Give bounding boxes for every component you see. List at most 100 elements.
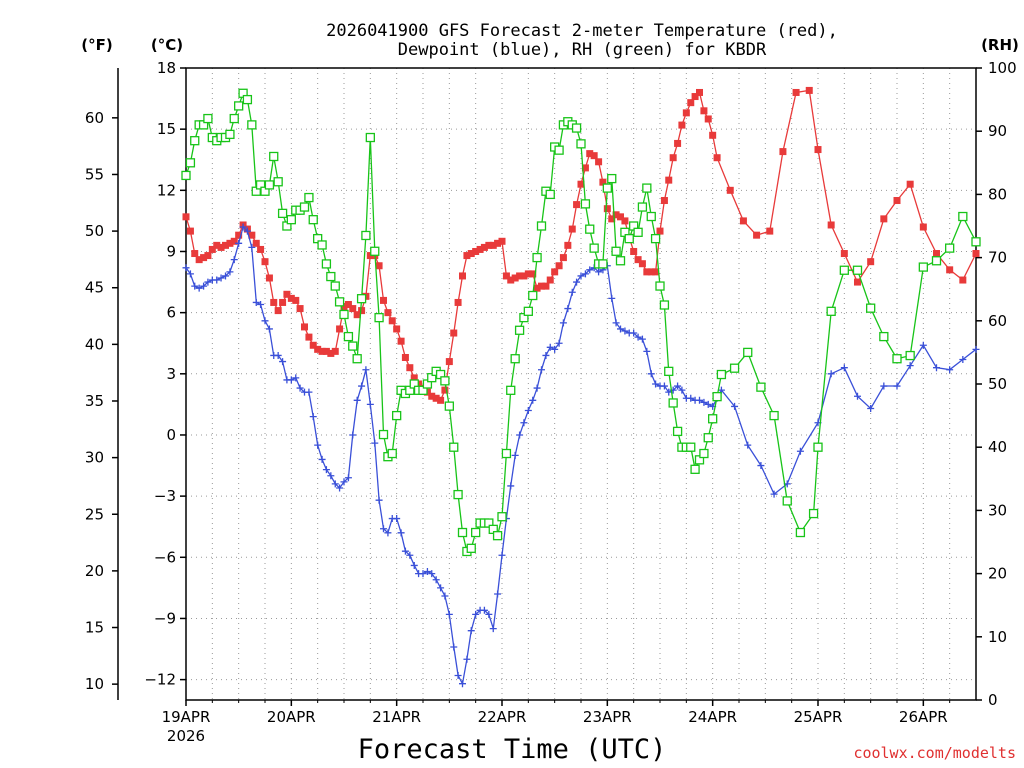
data-point xyxy=(437,396,445,404)
data-point xyxy=(792,88,800,96)
data-point xyxy=(502,272,510,280)
data-point xyxy=(309,413,317,421)
x-tick-label: 22APR xyxy=(478,708,527,726)
data-point xyxy=(494,239,502,247)
data-point xyxy=(489,625,497,633)
y-tick-label-fahrenheit: 60 xyxy=(85,109,104,127)
data-point xyxy=(769,410,779,421)
data-point xyxy=(551,268,559,276)
y-tick-label-rh: 80 xyxy=(988,185,1007,203)
data-point xyxy=(559,319,567,327)
data-point xyxy=(336,325,344,333)
data-point xyxy=(331,480,339,488)
data-point xyxy=(401,353,409,361)
data-point xyxy=(365,132,375,143)
data-point xyxy=(190,136,200,146)
data-point xyxy=(440,376,450,386)
data-point xyxy=(796,447,804,455)
data-point xyxy=(393,515,401,523)
data-point xyxy=(410,561,418,569)
data-point xyxy=(401,547,409,555)
data-point xyxy=(449,442,459,452)
data-point xyxy=(630,247,638,255)
data-point xyxy=(327,472,335,480)
data-point xyxy=(696,88,703,96)
data-point xyxy=(457,527,468,538)
data-point xyxy=(463,252,471,260)
data-point xyxy=(568,288,576,296)
data-point xyxy=(770,490,778,498)
data-point xyxy=(739,217,747,225)
data-point xyxy=(564,305,572,313)
y-tick-label-rh: 90 xyxy=(988,122,1007,140)
data-point xyxy=(573,201,581,209)
data-point xyxy=(647,370,655,378)
y-tick-label-celsius: 18 xyxy=(157,59,176,77)
data-point xyxy=(274,307,282,315)
data-point xyxy=(261,317,269,325)
celsius-unit-label: (°C) xyxy=(151,36,183,54)
data-point xyxy=(432,394,440,402)
data-point xyxy=(906,180,914,188)
data-point xyxy=(577,272,585,280)
y-tick-label-fahrenheit: 25 xyxy=(85,505,104,523)
data-point xyxy=(617,213,624,221)
data-point xyxy=(634,256,642,264)
data-point xyxy=(274,351,282,359)
data-point xyxy=(918,262,928,272)
y-tick-label-rh: 100 xyxy=(988,59,1017,77)
y-tick-label-fahrenheit: 35 xyxy=(85,392,104,410)
series-line xyxy=(185,225,977,686)
data-point xyxy=(795,527,806,538)
data-point xyxy=(931,256,942,266)
data-point xyxy=(299,202,310,212)
data-point xyxy=(454,298,462,306)
chart-title-line1: 2026041900 GFS Forecast 2-meter Temperat… xyxy=(326,21,838,41)
data-point xyxy=(292,296,300,304)
data-point xyxy=(507,482,515,490)
data-point xyxy=(230,256,238,264)
data-point xyxy=(880,382,888,390)
data-point xyxy=(533,284,541,292)
data-point xyxy=(533,384,541,392)
data-point xyxy=(191,250,199,258)
data-point xyxy=(410,374,418,382)
data-point xyxy=(243,227,251,235)
data-point xyxy=(334,297,345,307)
y-tick-label-fahrenheit: 15 xyxy=(85,619,104,637)
data-point xyxy=(813,442,823,452)
series-line xyxy=(185,91,977,553)
y-tick-label-celsius: 6 xyxy=(166,304,176,322)
data-point xyxy=(668,398,678,408)
data-point xyxy=(690,464,700,474)
data-point xyxy=(182,213,190,221)
data-point xyxy=(428,570,436,578)
data-point xyxy=(691,93,699,101)
data-point xyxy=(327,349,335,357)
data-point xyxy=(501,448,512,459)
data-point xyxy=(287,376,295,384)
data-point xyxy=(226,268,234,276)
data-point xyxy=(375,262,383,270)
data-point xyxy=(397,529,405,537)
data-point xyxy=(595,158,603,166)
data-point xyxy=(542,351,550,359)
data-point xyxy=(652,380,660,388)
data-point xyxy=(678,386,686,394)
data-point xyxy=(322,466,330,474)
data-point xyxy=(866,303,876,313)
data-point xyxy=(652,268,660,276)
data-point xyxy=(265,274,273,282)
data-point xyxy=(371,439,379,447)
data-point xyxy=(322,347,330,355)
y-tick-label-celsius: 12 xyxy=(157,181,176,199)
data-point xyxy=(814,146,822,154)
axes: 1815129630−3−6−9−12605550454035302520151… xyxy=(85,59,1017,745)
data-point xyxy=(559,254,567,262)
data-point xyxy=(854,392,861,400)
data-point xyxy=(704,400,712,408)
data-point xyxy=(339,309,349,320)
data-point xyxy=(200,254,208,262)
data-point xyxy=(589,243,599,253)
series-rh xyxy=(181,88,981,557)
